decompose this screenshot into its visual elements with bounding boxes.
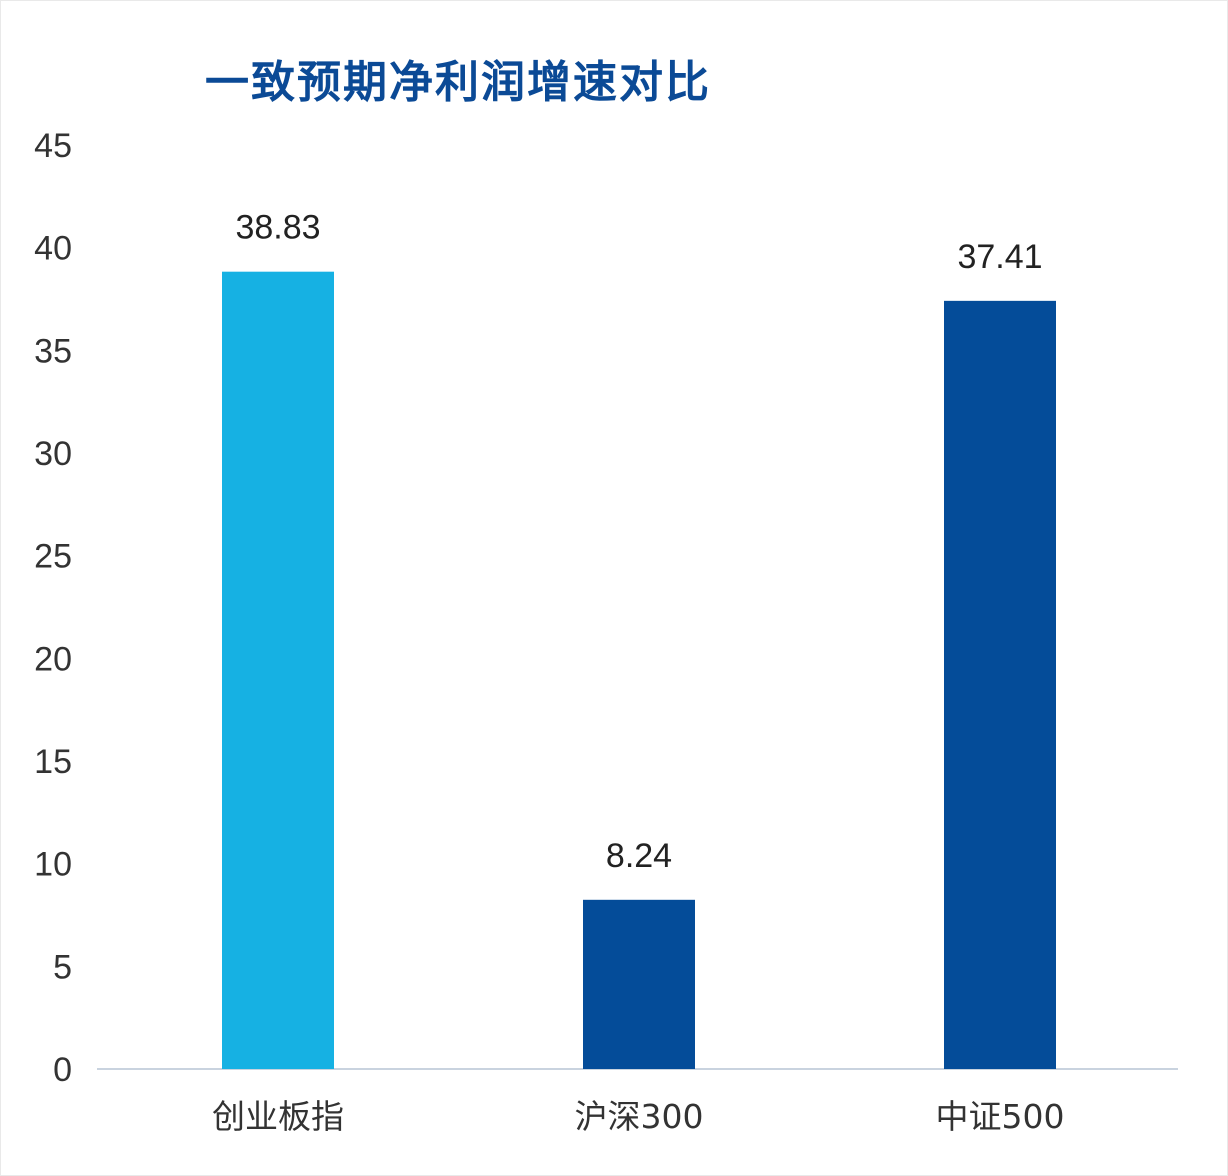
bar — [583, 899, 695, 1069]
y-tick-label: 45 — [34, 127, 72, 165]
y-axis-ticks: 0 5 10 15 20 25 30 35 40 45 — [34, 127, 72, 1089]
bars — [222, 271, 1056, 1069]
x-axis-categories: 创业板指 沪深300 中证500 — [212, 1097, 1065, 1136]
data-labels: 38.83 8.24 37.41 — [235, 209, 1042, 875]
y-tick-label: 40 — [34, 230, 72, 268]
chart-title: 一致预期净利润增速对比 — [205, 57, 711, 108]
y-tick-label: 35 — [34, 332, 72, 370]
x-category-label: 创业板指 — [212, 1097, 344, 1136]
data-label: 37.41 — [957, 238, 1042, 276]
y-tick-label: 15 — [34, 743, 72, 781]
y-tick-label: 30 — [34, 435, 72, 473]
data-label: 38.83 — [235, 209, 320, 247]
y-tick-label: 20 — [34, 640, 72, 678]
data-label: 8.24 — [606, 837, 672, 875]
bar — [944, 300, 1056, 1069]
y-tick-label: 10 — [34, 846, 72, 884]
y-tick-label: 0 — [53, 1051, 72, 1089]
y-tick-label: 25 — [34, 538, 72, 576]
bar — [222, 271, 334, 1069]
y-tick-label: 5 — [53, 948, 72, 986]
x-category-label: 沪深300 — [575, 1097, 704, 1136]
x-category-label: 中证500 — [936, 1097, 1065, 1136]
